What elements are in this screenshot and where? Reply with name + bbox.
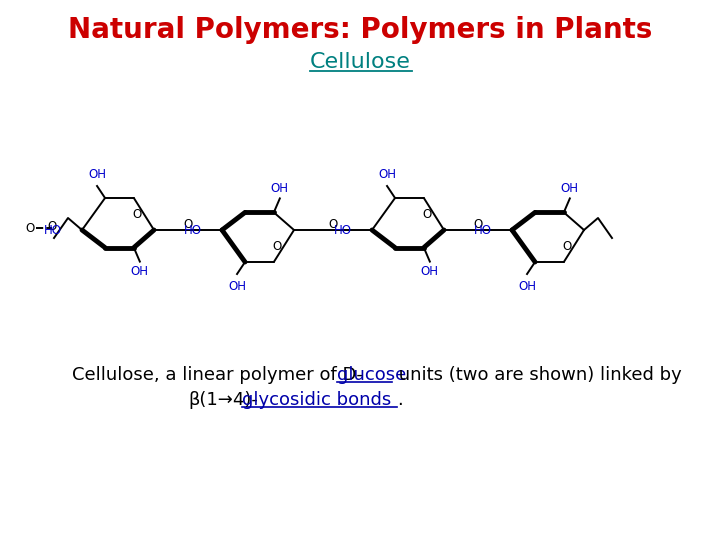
Text: O: O [273, 240, 282, 253]
Text: O: O [48, 219, 57, 233]
Text: Cellulose: Cellulose [310, 52, 410, 72]
Text: glycosidic bonds: glycosidic bonds [242, 391, 391, 409]
Text: .: . [397, 391, 402, 409]
Text: O: O [563, 240, 572, 253]
Text: β(1→4)-: β(1→4)- [188, 391, 258, 409]
Text: OH: OH [420, 265, 439, 278]
Text: O: O [328, 218, 338, 231]
Text: Natural Polymers: Polymers in Plants: Natural Polymers: Polymers in Plants [68, 16, 652, 44]
Text: OH: OH [88, 167, 106, 180]
Text: OH: OH [561, 182, 579, 195]
Text: HO: HO [44, 224, 62, 237]
Text: HO: HO [184, 224, 202, 237]
Text: OH: OH [378, 167, 396, 180]
Text: HO: HO [334, 224, 352, 237]
Text: HO: HO [474, 224, 492, 237]
Text: O: O [132, 207, 142, 220]
Text: O: O [184, 218, 193, 231]
Text: OH: OH [228, 280, 246, 293]
Text: Cellulose, a linear polymer of D-: Cellulose, a linear polymer of D- [72, 366, 363, 384]
Text: OH: OH [131, 265, 149, 278]
Text: glucose: glucose [337, 366, 406, 384]
Text: O: O [473, 218, 482, 231]
Text: OH: OH [271, 182, 289, 195]
Text: units (two are shown) linked by: units (two are shown) linked by [393, 366, 682, 384]
Text: OH: OH [518, 280, 536, 293]
Text: O: O [423, 207, 432, 220]
Text: O: O [25, 221, 35, 234]
